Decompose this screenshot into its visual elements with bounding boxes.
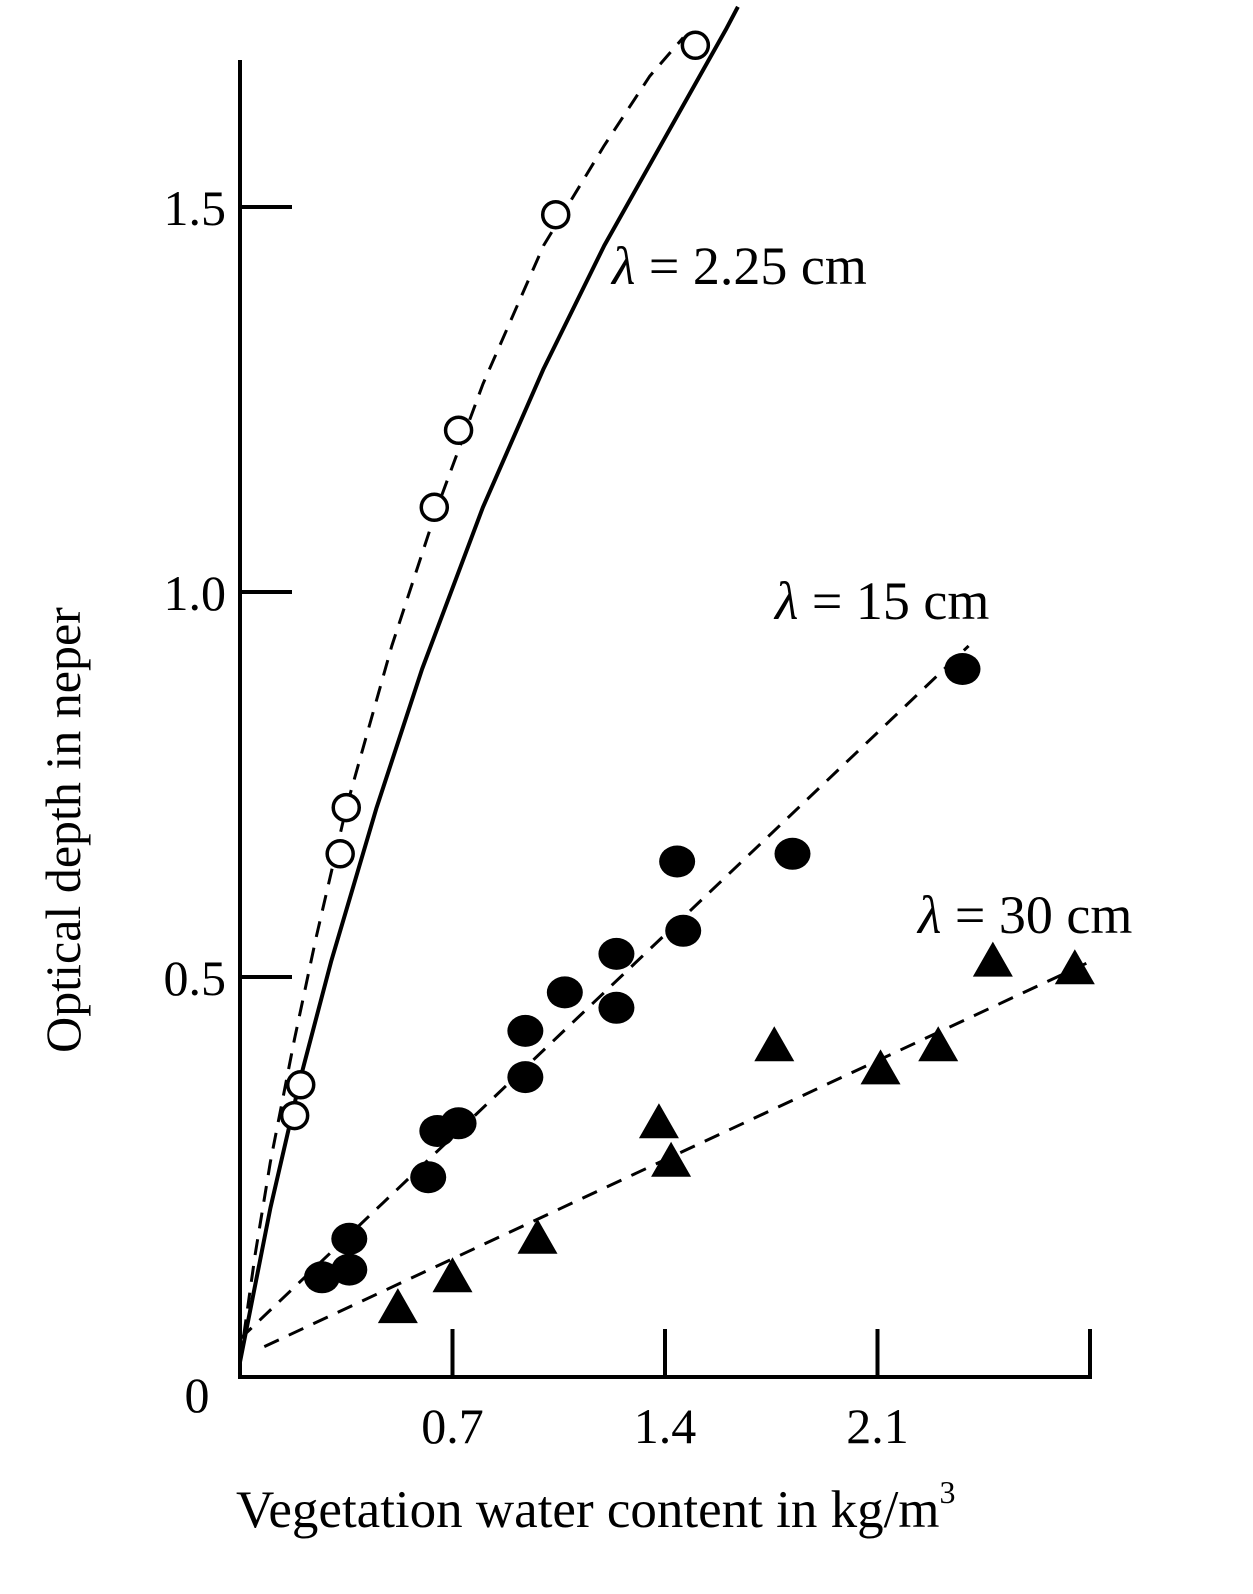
data-point-filled-triangle — [754, 1026, 795, 1062]
data-point-filled-triangle — [972, 941, 1013, 977]
data-point-open-circle — [540, 199, 571, 230]
data-point-filled-triangle — [517, 1218, 558, 1254]
data-point-filled-circle — [440, 1107, 477, 1140]
data-point-filled-circle — [303, 1261, 340, 1294]
fit-line-dashed-series-1 — [238, 644, 970, 1340]
data-point-filled-circle — [598, 991, 635, 1024]
fit-line-dashed-series-2 — [263, 960, 1091, 1348]
y-tick-label: 0.5 — [164, 950, 227, 1006]
x-axis-label-superscript: 3 — [940, 1474, 956, 1510]
x-axis-label-main: Vegetation water content in kg/m — [236, 1481, 940, 1539]
lambda-symbol: λ — [916, 885, 941, 945]
data-point-filled-triangle — [918, 1026, 959, 1062]
data-point-open-circle — [680, 30, 711, 61]
data-point-open-circle — [285, 1070, 316, 1100]
x-axis-label: Vegetation water content in kg/m3 — [236, 1474, 956, 1539]
data-point-open-circle — [279, 1100, 310, 1131]
data-point-filled-circle — [331, 1253, 368, 1286]
data-point-filled-triangle — [860, 1049, 901, 1085]
data-point-filled-circle — [659, 845, 696, 878]
series-label-30cm: λ = 30 cm — [916, 885, 1132, 945]
data-point-filled-triangle — [377, 1288, 418, 1324]
y-tick-label: 1.5 — [164, 180, 227, 236]
data-point-filled-circle — [774, 837, 811, 870]
fit-line-dashed-series-0 — [238, 36, 685, 1363]
data-point-filled-circle — [944, 653, 981, 685]
x-tick-label: 2.1 — [846, 1398, 909, 1454]
fit-line-solid-series-0 — [238, 5, 740, 1363]
data-point-open-circle — [419, 492, 450, 523]
series-label-text: = 15 cm — [798, 571, 989, 631]
series-label-text: = 30 cm — [941, 885, 1132, 945]
data-point-filled-triangle — [651, 1141, 692, 1177]
lambda-symbol: λ — [773, 571, 798, 631]
data-point-filled-circle — [507, 1061, 544, 1094]
series-label-15cm: λ = 15 cm — [773, 571, 989, 631]
x-tick-label: 1.4 — [634, 1398, 697, 1454]
data-point-filled-triangle — [638, 1103, 679, 1139]
tick-marks: 0.5 1.0 1.5 0.7 1.4 2.1 — [164, 180, 909, 1454]
lambda-symbol: λ — [610, 236, 635, 296]
data-point-filled-circle — [546, 976, 583, 1009]
series-label-2-25cm: λ = 2.25 cm — [610, 236, 867, 296]
data-point-filled-triangle — [432, 1257, 473, 1293]
data-point-filled-circle — [598, 937, 635, 970]
data-point-filled-circle — [665, 914, 702, 947]
data-point-filled-triangle — [1054, 949, 1095, 985]
y-axis-label: Optical depth in neper — [35, 607, 91, 1053]
origin-label: 0 — [185, 1367, 210, 1423]
data-point-open-circle — [443, 415, 474, 446]
data-markers — [279, 30, 1095, 1324]
fit-lines — [238, 5, 1091, 1363]
data-point-filled-circle — [410, 1161, 447, 1194]
data-point-filled-circle — [331, 1222, 368, 1255]
series-label-text: = 2.25 cm — [635, 236, 866, 296]
data-point-open-circle — [325, 839, 355, 869]
y-tick-label: 1.0 — [164, 565, 227, 621]
data-point-open-circle — [331, 792, 361, 823]
x-tick-label: 0.7 — [421, 1398, 484, 1454]
data-point-filled-circle — [507, 1014, 544, 1047]
